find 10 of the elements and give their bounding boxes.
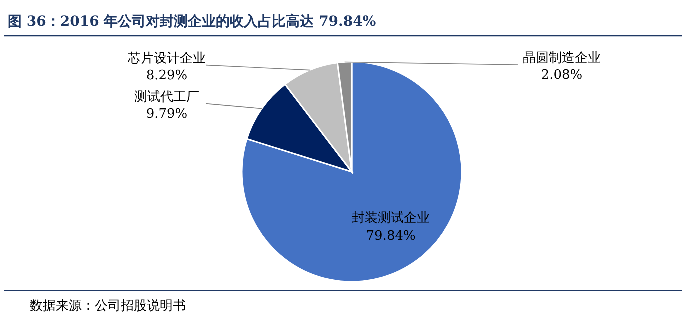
slice-label: 封装测试企业 [352,211,430,226]
data-label: 9.79% [146,106,188,122]
chart-title: 图 36：2016 年公司对封测企业的收入占比高达 79.84% [8,13,376,30]
data-label: 8.29% [146,68,188,84]
slice-label: 芯片设计企业 [127,51,206,66]
data-label: 2.08% [541,68,583,83]
slice-label: 测试代工厂 [134,90,200,105]
data-label: 79.84% [366,229,416,244]
source-note: 数据来源：公司招股说明书 [30,299,186,314]
slice-label: 晶圆制造企业 [523,51,601,66]
